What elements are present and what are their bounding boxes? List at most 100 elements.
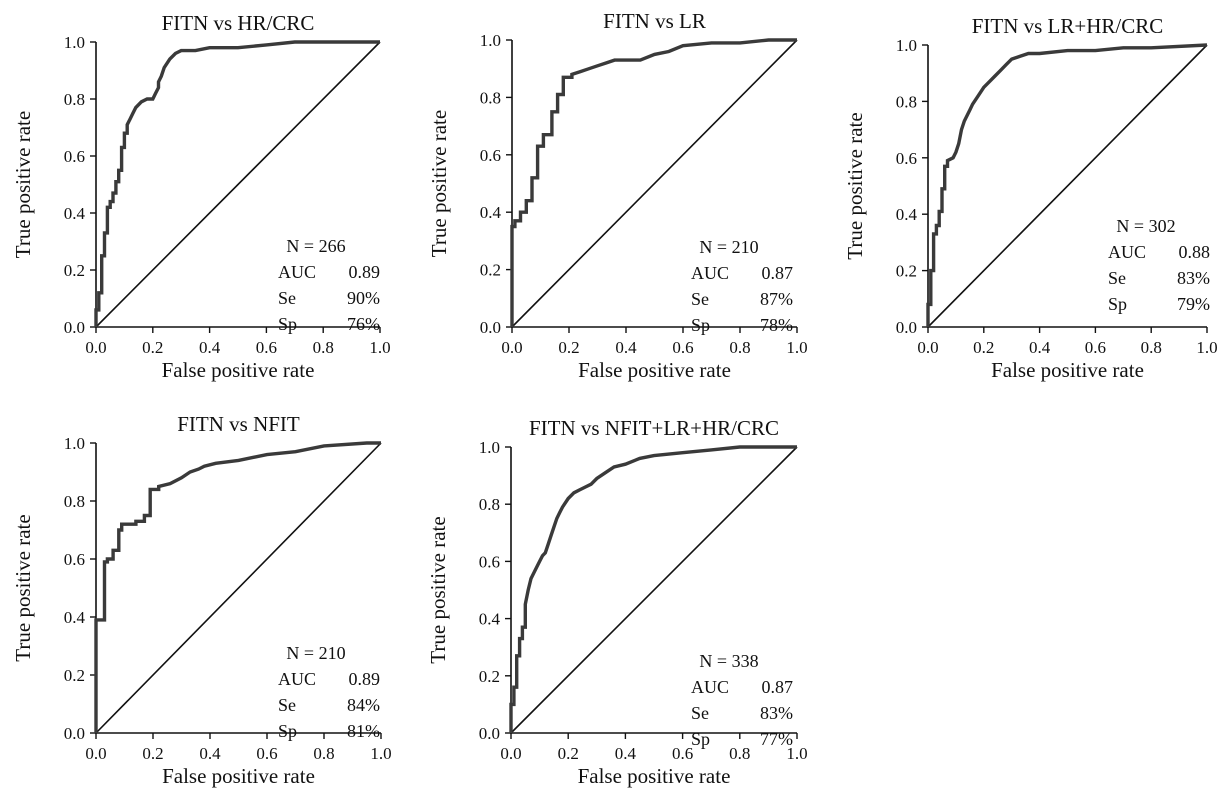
stats-row-name: Se	[278, 288, 296, 308]
x-tick-label: 0.2	[142, 744, 163, 763]
x-tick-label: 0.4	[199, 338, 221, 357]
x-tick-label: 1.0	[369, 338, 390, 357]
chart-title: FITN vs NFIT+LR+HR/CRC	[529, 416, 779, 440]
stats-row-value: 83%	[1177, 268, 1210, 288]
x-tick-label: 0.0	[85, 338, 106, 357]
y-tick-label: 0.6	[64, 550, 85, 569]
stats-row-value: 83%	[760, 703, 793, 723]
y-tick-label: 0.4	[64, 204, 86, 223]
roc-panel-4: FITN vs NFIT 0.0 0.2 0.4 0.6 0.8 1.0 0.0 0.2 0.4 0…	[11, 412, 392, 788]
stats-row-name: AUC	[278, 669, 316, 689]
stats-row-value: 87%	[760, 289, 793, 309]
roc-panel-1: FITN vs HR/CRC 0.0 0.2 0.4 0.6 0.8 1.0 0.0 0.2 0.…	[11, 11, 391, 382]
x-axis-label: False positive rate	[578, 764, 731, 788]
stats-row-name: Sp	[691, 729, 710, 749]
y-axis-label: True positive rate	[427, 110, 451, 257]
x-tick-label: 0.8	[1141, 338, 1162, 357]
x-tick-label: 1.0	[786, 744, 807, 763]
y-tick-label: 0.6	[896, 149, 917, 168]
stats-row-name: Sp	[278, 721, 297, 741]
y-tick-label: 0.4	[896, 205, 918, 224]
stats-row-value: 81%	[347, 721, 380, 741]
roc-panel-3: FITN vs LR+HR/CRC 0.0 0.2 0.4 0.6 0.8 1.0 0.0 0.…	[843, 14, 1218, 382]
y-tick-label: 0.6	[479, 552, 500, 571]
stats-row-value: 90%	[347, 288, 380, 308]
chance-diagonal-line	[511, 39, 798, 328]
y-tick-label: 0.0	[64, 318, 85, 337]
y-tick-label: 0.4	[64, 608, 86, 627]
x-tick-label: 0.4	[199, 744, 221, 763]
y-tick-label: 0.4	[480, 203, 502, 222]
chance-diagonal-line	[95, 41, 381, 328]
x-tick-label: 0.0	[501, 338, 522, 357]
stats-n-label: N = 210	[286, 643, 345, 663]
x-tick-label: 0.6	[256, 744, 277, 763]
y-tick-label: 1.0	[64, 33, 85, 52]
roc-panel-2: FITN vs LR 0.0 0.2 0.4 0.6 0.8 1.0 0.0 0.2 0.4 0.6…	[427, 9, 808, 382]
y-tick-label: 1.0	[479, 438, 500, 457]
y-tick-label: 0.2	[896, 262, 917, 281]
y-tick-label: 0.0	[480, 318, 501, 337]
roc-curve-line	[94, 441, 381, 733]
x-tick-label: 0.8	[729, 744, 750, 763]
y-tick-label: 0.2	[64, 666, 85, 685]
x-tick-label: 0.8	[313, 744, 334, 763]
stats-row-name: Sp	[278, 314, 297, 334]
stats-row-name: Se	[1108, 268, 1126, 288]
stats-row-name: AUC	[1108, 242, 1146, 262]
y-tick-label: 0.2	[480, 261, 501, 280]
stats-row-value: 0.87	[762, 263, 794, 283]
x-tick-label: 0.4	[1029, 338, 1051, 357]
y-tick-label: 1.0	[64, 434, 85, 453]
y-tick-label: 0.0	[896, 318, 917, 337]
x-tick-label: 0.4	[615, 338, 637, 357]
chance-diagonal-line	[95, 442, 382, 734]
y-axis-label: True positive rate	[843, 112, 867, 259]
x-tick-label: 0.2	[973, 338, 994, 357]
chart-title: FITN vs HR/CRC	[162, 11, 315, 35]
stats-n-label: N = 302	[1116, 216, 1175, 236]
chart-title: FITN vs LR+HR/CRC	[972, 14, 1164, 38]
roc-curve-line	[94, 40, 380, 327]
y-tick-label: 0.8	[64, 492, 85, 511]
x-tick-label: 0.6	[1085, 338, 1106, 357]
stats-n-label: N = 266	[286, 236, 345, 256]
stats-row-value: 78%	[760, 315, 793, 335]
x-tick-label: 0.0	[500, 744, 521, 763]
x-tick-label: 1.0	[786, 338, 807, 357]
x-tick-label: 0.2	[142, 338, 163, 357]
stats-n-label: N = 210	[699, 237, 758, 257]
y-tick-label: 0.8	[896, 92, 917, 111]
x-tick-label: 0.6	[256, 338, 277, 357]
x-tick-label: 0.0	[917, 338, 938, 357]
stats-row-value: 79%	[1177, 294, 1210, 314]
x-tick-label: 1.0	[1196, 338, 1217, 357]
stats-row-name: Se	[278, 695, 296, 715]
chart-title: FITN vs LR	[603, 9, 706, 33]
y-axis-label: True positive rate	[11, 111, 35, 258]
x-tick-label: 0.2	[558, 338, 579, 357]
x-tick-label: 0.8	[729, 338, 750, 357]
y-tick-label: 0.6	[480, 146, 501, 165]
stats-row-name: AUC	[278, 262, 316, 282]
x-axis-label: False positive rate	[991, 358, 1144, 382]
y-tick-label: 1.0	[896, 36, 917, 55]
y-axis-label: True positive rate	[426, 516, 450, 663]
x-axis-label: False positive rate	[162, 358, 315, 382]
x-tick-label: 0.0	[85, 744, 106, 763]
chance-diagonal-line	[510, 446, 798, 734]
x-axis-label: False positive rate	[578, 358, 731, 382]
y-tick-label: 0.4	[479, 610, 501, 629]
x-tick-label: 0.4	[615, 744, 637, 763]
stats-row-name: Se	[691, 703, 709, 723]
y-tick-label: 0.8	[480, 88, 501, 107]
y-tick-label: 0.2	[479, 667, 500, 686]
x-tick-label: 0.6	[672, 744, 693, 763]
chance-diagonal-line	[927, 44, 1208, 328]
y-tick-label: 0.8	[479, 495, 500, 514]
y-tick-label: 0.0	[479, 724, 500, 743]
roc-curve-line	[926, 43, 1208, 327]
y-axis-label: True positive rate	[11, 514, 35, 661]
x-tick-label: 1.0	[370, 744, 391, 763]
